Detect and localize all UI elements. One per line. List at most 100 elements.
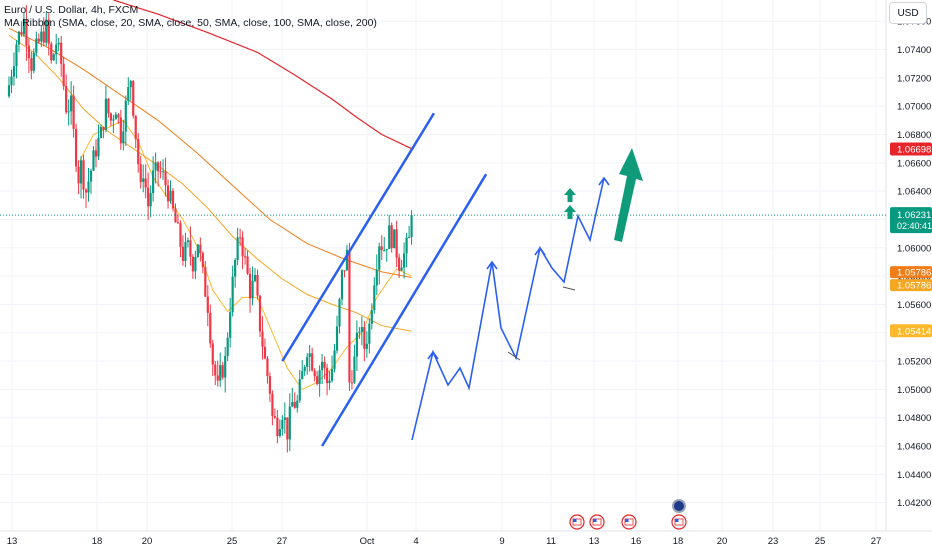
candle-down — [350, 382, 354, 384]
candle-down — [248, 273, 252, 299]
y-tick-label: 1.04400 — [897, 470, 931, 481]
candle-up — [226, 337, 229, 357]
candle-down — [380, 246, 383, 251]
x-tick-label: 25 — [227, 536, 238, 547]
candle-up — [298, 379, 301, 401]
candle-down — [323, 361, 326, 368]
small-up-arrow-icon — [564, 188, 576, 202]
x-tick-label: 18 — [92, 536, 103, 547]
candle-down — [325, 367, 329, 384]
candle-up — [231, 276, 234, 313]
candle-up — [97, 137, 100, 157]
candle-down — [211, 343, 214, 365]
y-tick-label: 1.07000 — [897, 102, 931, 113]
candle-down — [164, 171, 167, 186]
candle-up — [385, 249, 388, 251]
time-axis[interactable]: 13 18 20 25 27 Oct 4 9 11 13 16 18 20 23 25 27 — [0, 530, 932, 547]
marker-line — [507, 351, 521, 361]
candle-down — [62, 63, 65, 87]
us-flag-event-icon[interactable] — [569, 514, 585, 530]
candle-down — [176, 222, 180, 224]
candle-down — [199, 244, 202, 253]
candle-down — [268, 376, 272, 394]
candle-up — [67, 111, 70, 113]
candle-up — [355, 332, 358, 357]
candle-up — [229, 312, 232, 338]
candle-down — [94, 150, 98, 157]
candle-down — [27, 45, 30, 59]
y-tick-label: 1.07200 — [897, 73, 931, 84]
candle-down — [191, 256, 194, 272]
candle-up — [365, 343, 368, 349]
wave-projection-line — [411, 177, 605, 441]
candle-down — [74, 128, 78, 167]
us-flag-event-icon[interactable] — [621, 514, 637, 530]
moving-average-ribbon — [8, 0, 412, 391]
candle-down — [25, 19, 28, 46]
candle-down — [189, 240, 192, 257]
candle-up — [253, 274, 257, 281]
candle-up — [12, 66, 16, 77]
candle-up — [353, 356, 356, 383]
candle-up — [15, 44, 18, 67]
candle-up — [10, 76, 13, 86]
candle-down — [77, 166, 80, 184]
candle-up — [152, 170, 155, 194]
candle-up — [368, 323, 371, 344]
candle-down — [159, 171, 162, 173]
candle-down — [65, 86, 68, 113]
x-tick-label: 27 — [871, 536, 882, 547]
trend-channel-drawing — [281, 112, 643, 447]
small-up-arrow-icon — [564, 205, 576, 219]
y-tick-label: 1.06000 — [897, 243, 931, 254]
indicator-legend[interactable]: MA Ribbon (SMA, close, 20, SMA, close, 5… — [4, 17, 377, 29]
us-flag-event-icon[interactable] — [671, 514, 687, 530]
candle-down — [166, 185, 170, 202]
candle-down — [398, 257, 401, 271]
candle-up — [360, 327, 363, 332]
candle-down — [243, 256, 247, 258]
candle-up — [104, 98, 108, 130]
ma50-line — [8, 34, 412, 332]
candle-down — [204, 267, 207, 297]
candle-down — [134, 115, 137, 139]
candle-up — [335, 326, 339, 351]
candle-up — [99, 127, 103, 138]
currency-button[interactable]: USD — [889, 2, 927, 24]
candle-up — [22, 19, 26, 35]
us-flag-event-icon[interactable] — [589, 514, 605, 530]
flag-canton — [593, 519, 597, 522]
candle-down — [263, 346, 267, 359]
candle-down — [109, 113, 112, 121]
chart-grid — [0, 0, 886, 531]
candle-up — [124, 100, 127, 132]
candle-down — [102, 127, 105, 130]
candle-up — [410, 215, 413, 237]
ma20-line — [78, 119, 412, 391]
x-tick-label: Oct — [360, 536, 375, 547]
ma100-price-label-bg — [890, 266, 932, 279]
candle-down — [107, 98, 110, 114]
y-tick-label: 1.04200 — [897, 498, 931, 509]
candle-up — [219, 365, 222, 381]
candle-up — [87, 181, 90, 193]
candle-up — [196, 244, 199, 257]
wave-arrow-head — [534, 246, 546, 256]
ma20-price-label-bg — [890, 324, 932, 338]
candle-down — [60, 42, 63, 64]
candle-up — [340, 270, 344, 300]
candle-up — [127, 87, 130, 101]
price-axis[interactable]: 1.076001.074001.072001.070001.068001.066… — [885, 0, 931, 531]
y-tick-label: 1.06400 — [897, 187, 931, 198]
x-tick-label: 13 — [7, 536, 18, 547]
y-tick-label: 1.07400 — [897, 45, 931, 56]
candle-up — [161, 171, 165, 173]
ma100-price-label: 1.05786 — [897, 268, 931, 279]
candle-up — [7, 85, 11, 97]
candle-down — [216, 375, 219, 381]
candle-up — [283, 417, 286, 420]
candle-down — [241, 237, 244, 257]
candle-up — [236, 237, 239, 261]
ma200-price-label-bg — [890, 142, 932, 156]
